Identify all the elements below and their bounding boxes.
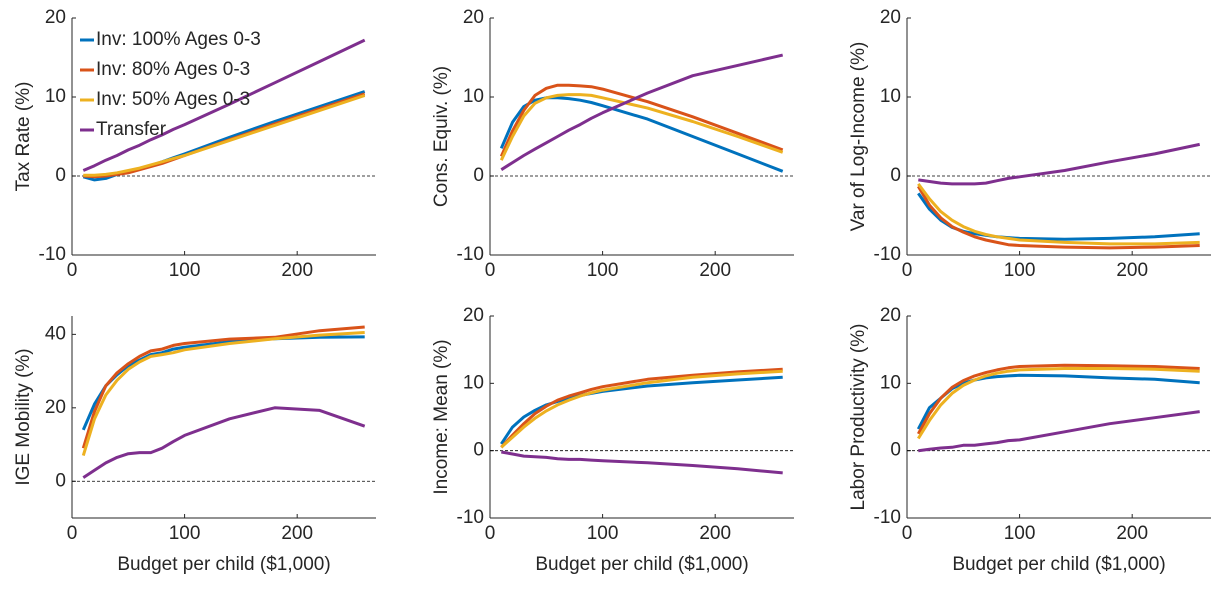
series-line <box>82 38 366 172</box>
x-axis-label: Budget per child ($1,000) <box>952 554 1165 575</box>
x-tick-label: 200 <box>1116 523 1148 544</box>
x-tick-label: 200 <box>1116 260 1148 281</box>
series-line <box>501 450 783 475</box>
series-line <box>917 185 1200 250</box>
x-tick-label: 200 <box>699 523 731 544</box>
y-tick-label: 20 <box>463 305 484 326</box>
x-tick-label: 100 <box>169 523 201 544</box>
x-tick-label: 200 <box>699 260 731 281</box>
y-tick-label: 0 <box>55 470 66 491</box>
y-tick-label: 0 <box>890 440 901 461</box>
y-tick-label: 10 <box>880 86 901 107</box>
y-tick-label: -10 <box>874 507 901 528</box>
y-axis-label: Tax Rate (%) <box>13 82 34 192</box>
series-line <box>917 183 1200 246</box>
x-tick-label: 100 <box>587 523 619 544</box>
y-tick-label: 20 <box>45 7 66 28</box>
x-tick-label: 200 <box>281 523 313 544</box>
y-tick-label: 10 <box>463 86 484 107</box>
y-tick-label: 20 <box>463 7 484 28</box>
series-line <box>918 142 1201 186</box>
x-tick-label: 100 <box>1004 260 1036 281</box>
x-tick-label: 0 <box>67 523 78 544</box>
y-tick-label: 10 <box>45 86 66 107</box>
y-tick-label: 10 <box>880 372 901 393</box>
series-line <box>500 367 783 449</box>
series-line <box>81 325 365 449</box>
x-tick-label: 0 <box>902 260 913 281</box>
x-tick-label: 0 <box>485 260 496 281</box>
x-axis-label: Budget per child ($1,000) <box>117 554 330 575</box>
y-tick-label: 0 <box>55 165 66 186</box>
x-axis-label: Budget per child ($1,000) <box>535 554 748 575</box>
y-tick-label: 10 <box>463 372 484 393</box>
y-tick-label: -10 <box>457 507 484 528</box>
series-line <box>917 367 1200 440</box>
x-tick-label: 0 <box>485 523 496 544</box>
series-line <box>499 83 784 157</box>
series-line <box>500 369 783 449</box>
x-tick-label: 100 <box>1004 523 1036 544</box>
y-tick-label: 20 <box>880 305 901 326</box>
y-tick-label: 40 <box>45 323 66 344</box>
y-tick-label: -10 <box>874 244 901 265</box>
x-tick-label: 0 <box>67 260 78 281</box>
y-axis-label: Income: Mean (%) <box>431 339 452 494</box>
series-line <box>81 335 365 431</box>
y-tick-label: 20 <box>45 397 66 418</box>
series-line <box>500 375 783 445</box>
series-line <box>81 331 365 457</box>
y-tick-label: 20 <box>880 7 901 28</box>
legend-label: Inv: 50% Ages 0-3 <box>96 89 250 110</box>
y-axis-label: IGE Mobility (%) <box>13 348 34 485</box>
series-line <box>82 406 366 479</box>
y-tick-label: 0 <box>890 165 901 186</box>
legend-label: Inv: 100% Ages 0-3 <box>96 29 261 50</box>
series-line <box>83 93 366 177</box>
y-tick-label: -10 <box>457 244 484 265</box>
y-axis-label: Var of Log-Income (%) <box>848 42 869 232</box>
series-line <box>916 363 1200 435</box>
y-tick-label: -10 <box>39 244 66 265</box>
series-line <box>918 410 1200 453</box>
x-tick-label: 200 <box>281 260 313 281</box>
legend-label: Inv: 80% Ages 0-3 <box>96 59 250 80</box>
x-tick-label: 100 <box>587 260 619 281</box>
y-tick-label: 0 <box>473 440 484 461</box>
legend-label: Transfer <box>96 119 167 140</box>
y-axis-label: Labor Productivity (%) <box>848 324 869 511</box>
series-line <box>500 53 784 171</box>
y-tick-label: 0 <box>473 165 484 186</box>
series-line <box>499 93 784 161</box>
x-tick-label: 0 <box>902 523 913 544</box>
y-axis-label: Cons. Equiv. (%) <box>431 66 452 207</box>
x-tick-label: 100 <box>169 260 201 281</box>
